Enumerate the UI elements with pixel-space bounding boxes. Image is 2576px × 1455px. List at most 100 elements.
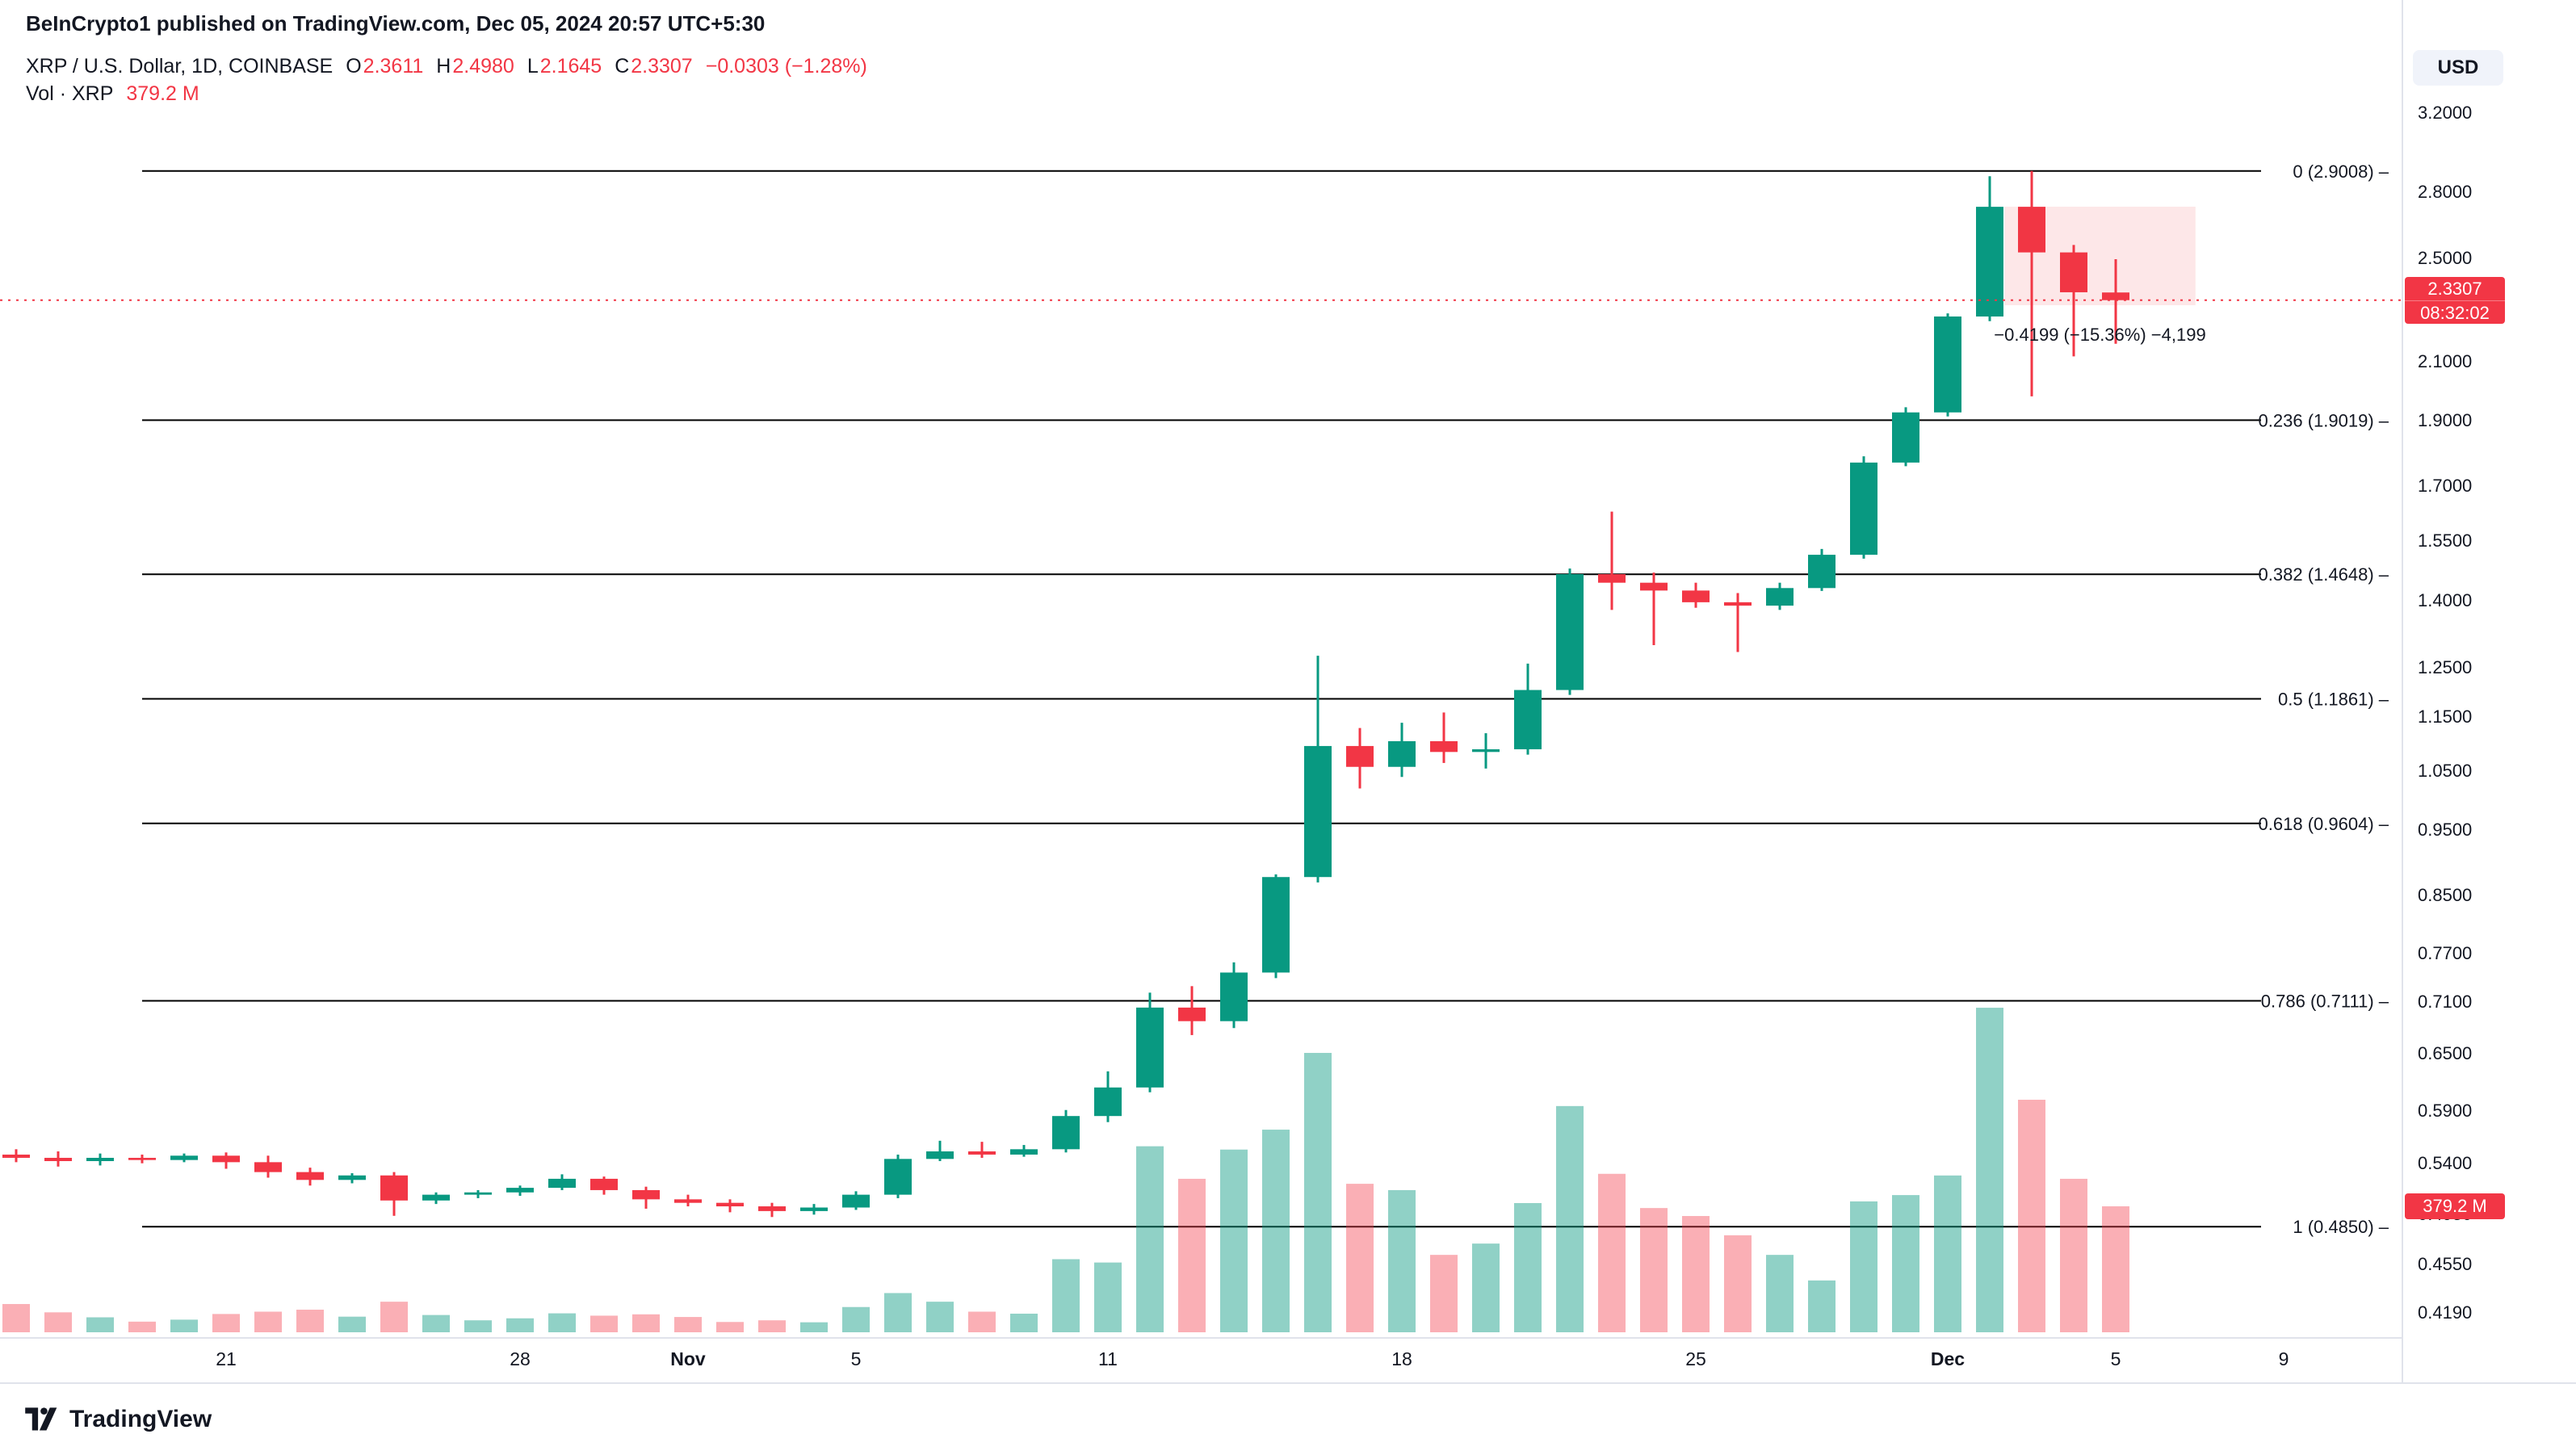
- volume-bar: [1850, 1201, 1877, 1332]
- volume-bar: [1976, 1008, 2003, 1332]
- volume-bar: [1682, 1216, 1710, 1332]
- time-tick: 5: [850, 1348, 862, 1369]
- time-tick: 9: [2278, 1348, 2289, 1369]
- time-axis[interactable]: 21 28 Nov 5 11 18 25 Dec 5 9: [0, 1337, 2402, 1382]
- volume-bar: [674, 1317, 702, 1332]
- last-price-axis-label: 2.3307 08:32:02: [2405, 276, 2505, 324]
- volume-bar: [380, 1302, 408, 1332]
- ohlc-open: O 2.3611: [346, 55, 424, 78]
- candle-body: [2102, 292, 2129, 300]
- volume-bar: [548, 1313, 576, 1332]
- candle-body: [128, 1157, 156, 1160]
- candle-body: [2018, 207, 2045, 253]
- bar-close-countdown: 08:32:02: [2405, 300, 2505, 324]
- candle-body: [884, 1159, 912, 1195]
- fib-label: 0.5 (1.1861) –: [2278, 690, 2389, 710]
- candle-body: [338, 1175, 366, 1180]
- volume-bar: [1262, 1130, 1290, 1332]
- candle-body: [674, 1199, 702, 1203]
- price-axis[interactable]: USD 2.3307 08:32:02 379.2 M 3.2000 2.8000…: [2402, 0, 2576, 1382]
- candle-body: [2060, 252, 2087, 292]
- volume-bar: [884, 1293, 912, 1332]
- volume-bar: [1220, 1149, 1248, 1332]
- candle-body: [1808, 555, 1836, 589]
- volume-bar: [338, 1316, 366, 1332]
- change-value: −0.0303 (−1.28%): [705, 55, 867, 78]
- volume-legend-value: 379.2 M: [126, 82, 199, 105]
- volume-bar: [716, 1322, 744, 1332]
- volume-bar: [1430, 1255, 1458, 1332]
- candle-body: [1262, 877, 1290, 973]
- candle-body: [800, 1207, 828, 1211]
- candle-body: [842, 1194, 870, 1208]
- candle-body: [422, 1194, 450, 1201]
- candle-body: [1682, 590, 1710, 602]
- time-tick: 5: [2110, 1348, 2121, 1369]
- volume-bar: [1094, 1262, 1122, 1332]
- candle-body: [1766, 588, 1794, 606]
- price-range-box: [2004, 206, 2196, 306]
- tradingview-logo-icon[interactable]: [24, 1405, 60, 1434]
- candle-body: [1472, 748, 1500, 753]
- candle-body: [632, 1189, 660, 1200]
- price-tick: 0.9500: [2418, 819, 2473, 840]
- candle-body: [716, 1202, 744, 1207]
- volume-bar: [170, 1319, 198, 1332]
- fib-label: 0.236 (1.9019) –: [2259, 410, 2389, 430]
- volume-bar: [1598, 1173, 1626, 1332]
- price-range-label: −0.4199 (−15.36%) −4,199: [1994, 325, 2205, 345]
- candle-body: [1346, 745, 1374, 767]
- fib-label: 0.382 (1.4648) –: [2259, 564, 2389, 585]
- candle-body: [1598, 574, 1626, 583]
- candle-body: [758, 1206, 786, 1211]
- candle-body: [2, 1154, 30, 1158]
- volume-bar: [926, 1302, 954, 1332]
- candle-body: [1850, 462, 1877, 556]
- price-tick: 2.1000: [2418, 350, 2473, 371]
- candle-body: [44, 1157, 72, 1162]
- price-tick: 1.2500: [2418, 657, 2473, 678]
- candle-body: [1892, 412, 1919, 463]
- volume-bar: [1892, 1195, 1919, 1332]
- candle-body: [296, 1172, 324, 1180]
- volume-legend-title[interactable]: Vol · XRP: [26, 82, 114, 105]
- volume-bar: [1472, 1243, 1500, 1332]
- volume-bar: [1640, 1208, 1668, 1332]
- tradingview-brand-link[interactable]: TradingView: [69, 1406, 212, 1432]
- volume-bar: [1388, 1189, 1416, 1332]
- volume-bar: [128, 1321, 156, 1332]
- price-tick: 0.8500: [2418, 885, 2473, 906]
- price-tick: 1.4000: [2418, 590, 2473, 611]
- candle-body: [968, 1151, 996, 1155]
- volume-bar: [1178, 1178, 1206, 1332]
- currency-toggle-button[interactable]: USD: [2413, 50, 2503, 86]
- symbol-title[interactable]: XRP / U.S. Dollar, 1D, COINBASE: [26, 55, 334, 78]
- volume-bar: [590, 1315, 618, 1332]
- ohlc-high: H 2.4980: [436, 55, 514, 78]
- fib-label: 0.618 (0.9604) –: [2259, 814, 2389, 834]
- chart-canvas[interactable]: −0.4199 (−15.36%) −4,199 0 (2.9008) – 0.23…: [0, 0, 2402, 1337]
- volume-bar: [1010, 1313, 1038, 1332]
- volume-bar: [254, 1311, 282, 1332]
- candle-body: [1430, 740, 1458, 753]
- price-tick: 0.7700: [2418, 943, 2473, 964]
- price-tick: 1.1500: [2418, 707, 2473, 728]
- volume-bar: [1766, 1255, 1794, 1332]
- candle-body: [1724, 602, 1752, 606]
- volume-bar: [506, 1318, 534, 1332]
- candle-body: [1010, 1149, 1038, 1155]
- candle-body: [1178, 1007, 1206, 1021]
- volume-bar: [1346, 1184, 1374, 1332]
- candle-body: [506, 1188, 534, 1193]
- candle-body: [1388, 740, 1416, 767]
- candle-body: [926, 1151, 954, 1159]
- candle-body: [1052, 1116, 1080, 1150]
- volume-bar: [1304, 1053, 1332, 1332]
- volume-bar: [968, 1311, 996, 1332]
- time-tick: Dec: [1930, 1348, 1966, 1369]
- volume-bar: [800, 1322, 828, 1332]
- candle-body: [1136, 1007, 1164, 1088]
- candle-body: [212, 1155, 240, 1163]
- price-tick: 0.4190: [2418, 1302, 2473, 1323]
- volume-bar: [1808, 1280, 1836, 1332]
